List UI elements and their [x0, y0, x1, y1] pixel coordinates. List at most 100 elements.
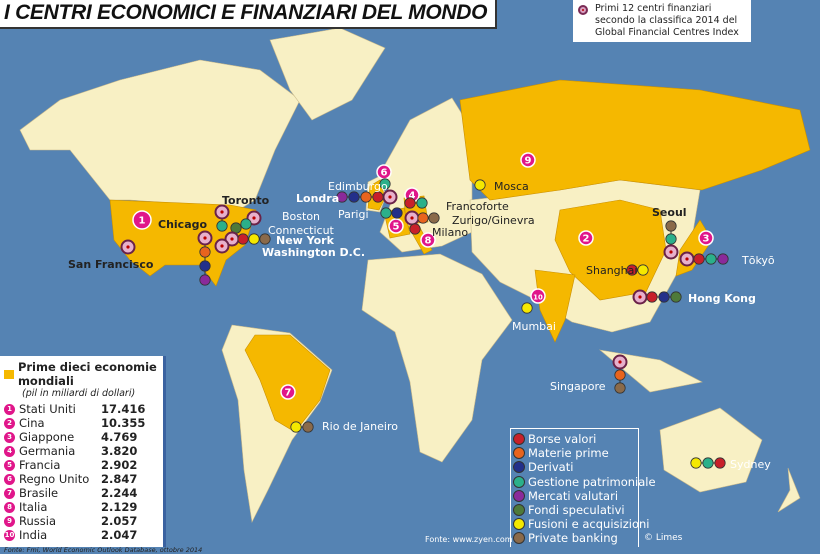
city-marker[interactable]	[521, 302, 533, 314]
city-marker[interactable]	[474, 179, 486, 191]
economy-row: 6 Regno Unito 2.847	[4, 472, 159, 486]
city-marker[interactable]	[380, 207, 403, 219]
land-australia	[659, 407, 763, 493]
country-name: India	[19, 528, 48, 542]
gdp-value: 2.902	[101, 458, 138, 472]
category-dot-icon	[513, 475, 525, 488]
rank-badge: 10	[4, 529, 15, 541]
category-legend-item: Materie prime	[513, 446, 636, 460]
city-label: Washington D.C.	[262, 246, 366, 259]
city-marker[interactable]	[197, 230, 213, 286]
city-marker[interactable]	[679, 251, 729, 267]
city-marker[interactable]	[224, 231, 271, 247]
category-dot-icon	[690, 457, 702, 469]
category-dot-icon	[513, 504, 525, 517]
country-russia	[459, 79, 811, 201]
rank-badge: 2	[4, 417, 15, 429]
city-label: Edimburgo	[328, 180, 388, 193]
rank-badge: 8	[4, 501, 15, 513]
economy-row: 8 Italia 2.129	[4, 500, 159, 514]
top-economy-swatch	[4, 369, 14, 379]
city-marker[interactable]	[214, 204, 230, 232]
rank-badge-text: 5	[393, 222, 400, 233]
map-source: Fonte: www.zyen.com	[425, 535, 513, 544]
rank-badge: 5	[4, 459, 15, 471]
economy-row: 10 India 2.047	[4, 528, 159, 542]
economies-source: Fonte: Fmi, World Economic Outlook Datab…	[4, 546, 203, 554]
gfci-marker-center	[126, 245, 130, 249]
city-label: Mosca	[494, 180, 529, 193]
gdp-value: 10.355	[101, 416, 146, 430]
top-economies-table: Prime dieci economie mondiali (pil in mi…	[0, 356, 202, 554]
category-legend-item: Derivati	[513, 460, 636, 474]
economies-subheading: (pil in miliardi di dollari)	[22, 388, 136, 399]
city-marker[interactable]	[230, 218, 252, 234]
category-dot-icon	[379, 178, 391, 190]
country-name: Cina	[19, 416, 45, 430]
category-dot-icon	[409, 223, 421, 235]
gfci-marker-center	[410, 216, 414, 220]
country-name: Stati Uniti	[19, 402, 76, 416]
category-label: Derivati	[528, 460, 574, 475]
city-label: Mumbai	[512, 320, 556, 333]
gfci-marker-center	[638, 295, 642, 299]
city-marker[interactable]	[214, 238, 230, 254]
rank-badge-text: 4	[409, 191, 416, 202]
gfci-marker-center	[618, 360, 622, 364]
category-dot-icon	[614, 369, 626, 381]
gdp-value: 2.847	[101, 472, 138, 486]
city-marker[interactable]	[690, 457, 726, 469]
economy-row: 7 Brasile 2.244	[4, 486, 159, 500]
category-dot-icon	[626, 264, 638, 276]
city-marker[interactable]	[120, 239, 136, 255]
city-label: Seoul	[652, 206, 687, 219]
city-label: Parigi	[338, 208, 369, 221]
city-label: Shanghai	[586, 264, 638, 277]
city-label: Francoforte	[446, 200, 509, 213]
rank-badge: 3	[4, 431, 15, 443]
city-marker[interactable]	[290, 421, 314, 433]
gfci-marker-center	[203, 236, 207, 240]
rank-badge: 6	[4, 473, 15, 485]
gfci-marker-center	[220, 244, 224, 248]
economy-row: 9 Russia 2.057	[4, 514, 159, 528]
category-dot-icon	[380, 207, 392, 219]
category-label: Materie prime	[528, 446, 609, 461]
category-dot-icon	[646, 291, 658, 303]
city-marker[interactable]	[663, 220, 679, 260]
category-dot-icon	[474, 179, 486, 191]
city-marker[interactable]	[612, 354, 628, 394]
rank-badge-text: 3	[703, 234, 710, 245]
category-dot-icon	[216, 220, 228, 232]
city-marker[interactable]	[626, 264, 649, 276]
country-name: Italia	[19, 500, 48, 514]
gfci-legend-text: Primi 12 centri finanziari secondo la cl…	[595, 3, 739, 38]
category-label: Fondi speculativi	[528, 503, 625, 518]
category-dot-icon	[416, 197, 428, 209]
category-legend-item: Private banking	[513, 531, 636, 545]
city-marker[interactable]	[379, 178, 391, 190]
category-dot-icon	[336, 191, 348, 203]
city-marker[interactable]	[404, 210, 440, 226]
category-dot-icon	[665, 220, 677, 232]
category-dot-icon	[702, 457, 714, 469]
category-label: Gestione patrimoniale	[528, 474, 656, 489]
city-label: Sydney	[730, 458, 771, 471]
category-dot-icon	[240, 218, 252, 230]
city-label: Toronto	[222, 194, 270, 207]
category-dot-icon	[199, 274, 211, 286]
category-dot-icon	[521, 302, 533, 314]
city-marker[interactable]	[404, 197, 428, 209]
city-marker[interactable]	[632, 289, 682, 305]
gdp-value: 2.244	[101, 486, 138, 500]
category-dot-icon	[513, 447, 525, 460]
country-china	[554, 199, 667, 301]
gdp-value: 2.129	[101, 500, 138, 514]
city-marker[interactable]	[409, 223, 421, 235]
category-dot-icon	[513, 461, 525, 474]
category-legend: Borse valori Materie prime Derivati Gestion…	[510, 428, 656, 547]
city-marker[interactable]	[336, 189, 398, 205]
rank-badge-7	[280, 384, 296, 400]
country-name: Regno Unito	[19, 472, 90, 486]
